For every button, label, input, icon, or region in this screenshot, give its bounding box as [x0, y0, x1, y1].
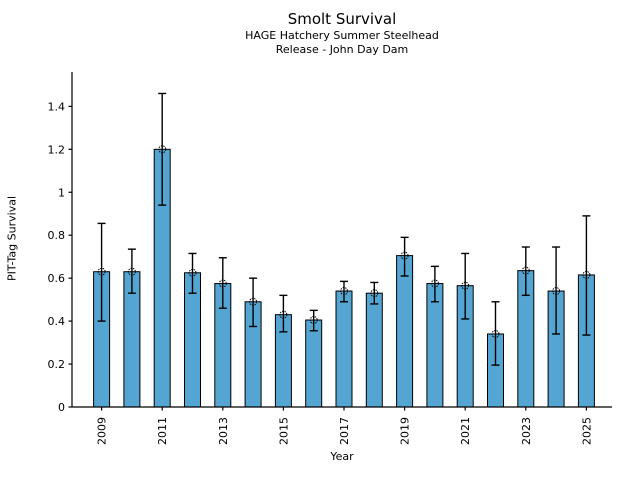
- marker-2011: [158, 145, 167, 154]
- y-tick-label-0.6: 0.6: [48, 272, 66, 285]
- y-tick-label-1.4: 1.4: [48, 100, 66, 113]
- chart-subtitle-2: Release - John Day Dam: [275, 42, 409, 56]
- marker-2012: [188, 268, 197, 277]
- marker-2013: [218, 279, 227, 288]
- x-tick-label-2021: 2021: [459, 417, 472, 445]
- chart-title-block: Smolt Survival HAGE Hatchery Summer Stee…: [72, 10, 612, 56]
- bar-2016: [305, 319, 323, 408]
- marker-2022: [491, 329, 500, 338]
- chart-title: Smolt Survival: [287, 10, 397, 28]
- x-tick-label-2015: 2015: [277, 417, 290, 445]
- chart-subtitle-1: HAGE Hatchery Summer Steelhead: [245, 28, 439, 42]
- marker-2021: [461, 281, 470, 290]
- marker-2014: [249, 297, 258, 306]
- y-tick-label-1.2: 1.2: [48, 143, 66, 156]
- x-tick-label-2011: 2011: [156, 417, 169, 445]
- bar-2017: [335, 290, 353, 408]
- marker-2010: [127, 267, 136, 276]
- x-tick-label-2009: 2009: [96, 417, 109, 445]
- marker-2009: [97, 267, 106, 276]
- y-tick-label-0.8: 0.8: [48, 229, 66, 242]
- y-tick-label-1: 1: [58, 186, 65, 199]
- marker-2023: [521, 266, 530, 275]
- y-tick-label-0.2: 0.2: [48, 358, 66, 371]
- marker-2018: [370, 289, 379, 298]
- x-tick-label-2013: 2013: [217, 417, 230, 445]
- y-tick-label-0.4: 0.4: [48, 315, 66, 328]
- bar-2019: [396, 255, 414, 408]
- x-tick-label-2019: 2019: [399, 417, 412, 445]
- marker-2019: [400, 251, 409, 260]
- marker-2016: [309, 316, 318, 325]
- marker-2025: [582, 270, 591, 279]
- bar-2018: [365, 292, 383, 408]
- marker-2015: [279, 310, 288, 319]
- x-tick-label-2025: 2025: [580, 417, 593, 445]
- y-tick-label-0: 0: [58, 401, 65, 414]
- marker-2024: [552, 287, 561, 296]
- x-tick-label-2023: 2023: [520, 417, 533, 445]
- marker-2020: [430, 279, 439, 288]
- x-axis-label: Year: [330, 450, 354, 463]
- marker-2017: [340, 287, 348, 296]
- x-tick-label-2017: 2017: [338, 417, 351, 445]
